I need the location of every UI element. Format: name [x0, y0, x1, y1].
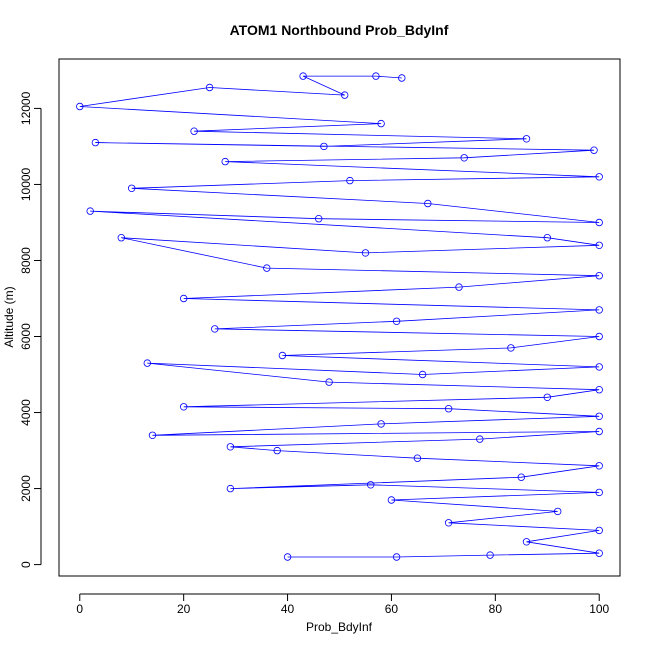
data-point	[273, 446, 281, 455]
data-point	[595, 332, 603, 341]
x-tick-label: 80	[489, 602, 503, 616]
x-tick-label: 0	[76, 602, 83, 616]
data-point	[517, 473, 525, 481]
data-point	[320, 142, 328, 151]
data-point	[595, 218, 603, 227]
y-tick-label: 12000	[19, 91, 33, 125]
chart-title: ATOM1 Northbound Prob_BdyInf	[230, 22, 449, 38]
plot-frame	[58, 58, 621, 577]
data-point	[460, 154, 468, 162]
x-tick-label: 40	[281, 602, 295, 616]
data-point	[455, 283, 463, 291]
data-point	[278, 351, 287, 360]
data-point	[486, 551, 494, 559]
data-point	[595, 488, 603, 497]
data-point	[190, 127, 198, 135]
data-point	[179, 403, 188, 411]
series-layer	[76, 72, 603, 561]
data-point	[361, 249, 370, 257]
y-tick-label: 2000	[19, 475, 33, 502]
data-point	[522, 538, 531, 546]
data-point	[424, 199, 432, 208]
data-point	[226, 443, 235, 451]
data-point	[595, 386, 603, 394]
data-point	[413, 454, 422, 462]
data-point	[346, 176, 354, 185]
data-point	[595, 272, 603, 280]
data-point	[127, 184, 136, 192]
data-point	[595, 549, 603, 557]
data-point	[418, 370, 427, 379]
data-point	[263, 264, 271, 272]
data-point	[595, 427, 603, 436]
y-axis-label: Altitude (m)	[2, 286, 16, 347]
data-point	[367, 481, 375, 489]
data-point	[143, 359, 151, 367]
data-point	[392, 553, 401, 561]
data-point	[595, 241, 603, 249]
data-point	[226, 484, 235, 493]
data-point	[507, 344, 515, 352]
data-point	[595, 363, 603, 371]
y-tick-label: 6000	[19, 323, 33, 350]
data-point	[221, 157, 229, 166]
y-tick-label: 0	[19, 561, 33, 568]
data-point	[148, 431, 157, 439]
x-tick-label: 20	[177, 602, 191, 616]
data-point	[595, 306, 603, 314]
data-point	[315, 214, 323, 223]
data-point	[325, 378, 333, 386]
data-point	[590, 146, 598, 154]
data-point	[211, 325, 219, 333]
data-point	[522, 135, 531, 143]
data-point	[595, 526, 603, 535]
y-tick-label: 4000	[19, 399, 33, 426]
y-tick-label: 10000	[19, 167, 33, 201]
data-point	[444, 519, 453, 527]
data-point	[595, 462, 603, 470]
data-point	[543, 233, 551, 242]
x-tick-label: 60	[385, 602, 399, 616]
data-point	[117, 233, 125, 242]
data-point	[595, 173, 603, 181]
series-line	[79, 75, 600, 558]
data-point	[543, 393, 551, 401]
data-point	[595, 412, 603, 420]
data-point	[387, 496, 396, 504]
x-axis-label: Prob_BdyInf	[306, 620, 373, 634]
data-point	[398, 74, 406, 82]
data-point	[179, 294, 188, 303]
data-point	[205, 83, 214, 92]
data-point	[341, 91, 349, 99]
data-point	[76, 102, 84, 111]
data-point	[372, 72, 380, 80]
data-point	[476, 435, 484, 443]
data-point	[86, 207, 94, 215]
y-tick-label: 8000	[19, 247, 33, 274]
data-point	[444, 405, 453, 413]
data-point	[392, 317, 401, 325]
data-point	[377, 420, 385, 428]
x-axis: 0 20 40 60 80 100	[76, 593, 610, 616]
data-point	[554, 507, 562, 516]
data-point	[283, 553, 292, 561]
x-tick-label: 100	[589, 602, 609, 616]
data-point	[377, 119, 385, 128]
data-point	[299, 72, 307, 80]
y-axis: 0 2000 4000 6000 8000 10000 12000	[19, 91, 42, 568]
data-point	[91, 138, 100, 147]
